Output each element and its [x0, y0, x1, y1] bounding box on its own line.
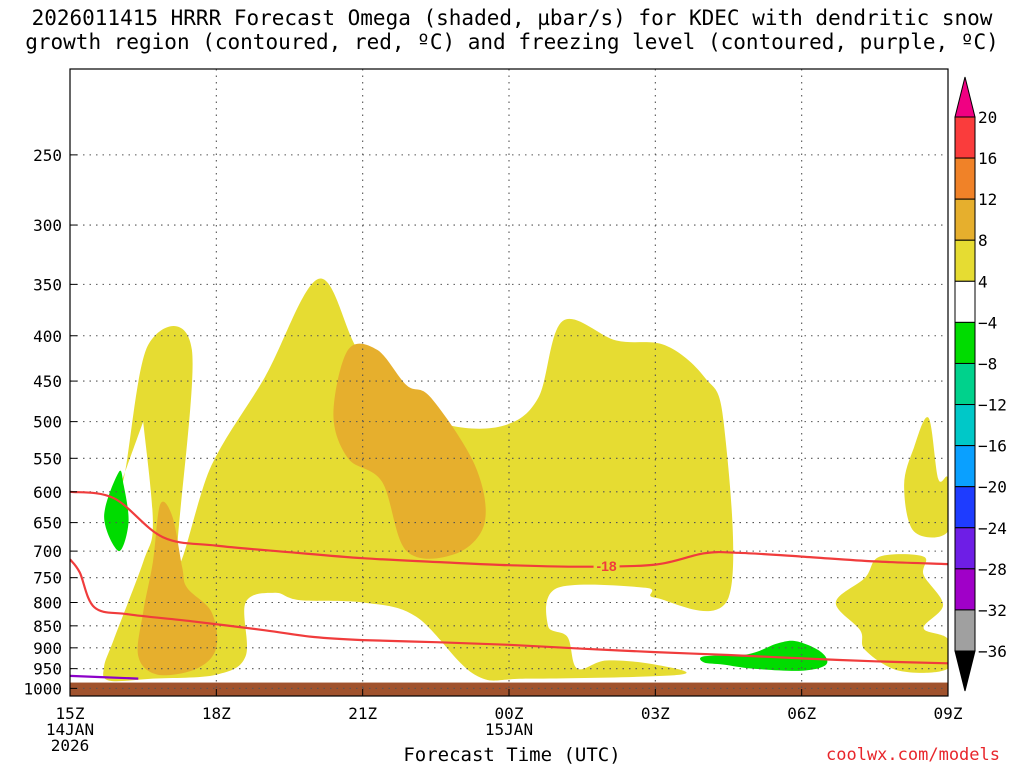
y-tick-label: 450 [33, 372, 62, 391]
contour-lines: -18 [70, 490, 948, 680]
colorbar-label: −16 [978, 437, 1007, 456]
y-axis: 250 300 350 400 450 500 550 600 650 700 750 800 850 9… [23, 146, 77, 698]
colorbar-label: 12 [978, 190, 997, 209]
omega-region-7 [835, 554, 948, 673]
colorbar-label: 20 [978, 108, 997, 127]
colorbar-label: −28 [978, 560, 1007, 579]
colorbar-label: −8 [978, 354, 997, 373]
x-tick-label: 15JAN [485, 720, 533, 739]
omega-region-4 [104, 470, 129, 552]
omega-shading [103, 278, 948, 682]
omega-region-2 [333, 343, 486, 559]
contour-label: -18 [596, 558, 616, 574]
y-tick-label: 300 [33, 216, 62, 235]
colorbar-label: 8 [978, 231, 988, 250]
colorbar-box [954, 404, 976, 447]
chart-title: 2026011415 HRRR Forecast Omega (shaded, … [25, 6, 999, 54]
colorbar-label: −4 [978, 313, 997, 332]
y-tick-label: 850 [33, 617, 62, 636]
colorbar-label: −12 [978, 396, 1007, 415]
y-tick-label: 950 [33, 660, 62, 679]
contour-dendritic-growth-region-lower [70, 558, 948, 665]
colorbar-box [954, 280, 976, 323]
colorbar-box [954, 445, 976, 488]
colorbar-box [954, 321, 976, 364]
y-tick-label: 500 [33, 413, 62, 432]
x-tick-label: 15Z [56, 704, 85, 723]
y-tick-label: 350 [33, 275, 62, 294]
contour-label-bg [593, 558, 620, 575]
y-tick-label: 1000 [23, 679, 62, 698]
omega-region-6 [904, 417, 948, 538]
colorbar: 20 16 12 8 4 −4 −8 −12 −16 −20 −24 −28 −32 −36 [954, 76, 1007, 692]
colorbar-label: −32 [978, 601, 1007, 620]
x-tick-label: 00Z [495, 704, 524, 723]
y-tick-label: 600 [33, 483, 62, 502]
colorbar-box [954, 486, 976, 529]
colorbar-box [954, 568, 976, 611]
colorbar-box [954, 198, 976, 241]
contour-dendritic-growth-region-upper [70, 490, 948, 568]
colorbar-box [954, 116, 976, 159]
omega-region-3 [137, 501, 218, 676]
x-tick-label: 21Z [348, 704, 377, 723]
y-tick-label: 800 [33, 594, 62, 613]
y-tick-label: 650 [33, 514, 62, 533]
y-tick-label: 900 [33, 639, 62, 658]
colorbar-label: −36 [978, 642, 1007, 661]
colorbar-box [954, 527, 976, 570]
colorbar-box [954, 362, 976, 406]
grid-lines [70, 69, 948, 696]
x-tick-label: 14JAN [46, 720, 94, 739]
credit-text: coolwx.com/models [826, 745, 1000, 765]
colorbar-bottom-arrow [954, 650, 976, 692]
colorbar-box [954, 609, 976, 652]
x-tick-label: 09Z [934, 704, 963, 723]
x-tick-label: 2026 [51, 736, 90, 755]
x-axis-title: Forecast Time (UTC) [403, 744, 621, 766]
x-tick-label: 06Z [787, 704, 816, 723]
contour-freezing-level [70, 674, 139, 680]
y-tick-label: 400 [33, 327, 62, 346]
y-tick-label: 550 [33, 449, 62, 468]
y-tick-label: 250 [33, 146, 62, 165]
x-tick-label: 03Z [641, 704, 670, 723]
colorbar-label: −20 [978, 478, 1007, 497]
y-tick-label: 700 [33, 542, 62, 561]
colorbar-box [954, 239, 976, 282]
colorbar-label: 4 [978, 272, 988, 291]
colorbar-top-arrow [954, 76, 976, 118]
colorbar-label: −24 [978, 519, 1007, 538]
colorbar-box [954, 157, 976, 200]
x-tick-label: 18Z [202, 704, 231, 723]
y-tick-label: 750 [33, 569, 62, 588]
colorbar-label: 16 [978, 149, 997, 168]
